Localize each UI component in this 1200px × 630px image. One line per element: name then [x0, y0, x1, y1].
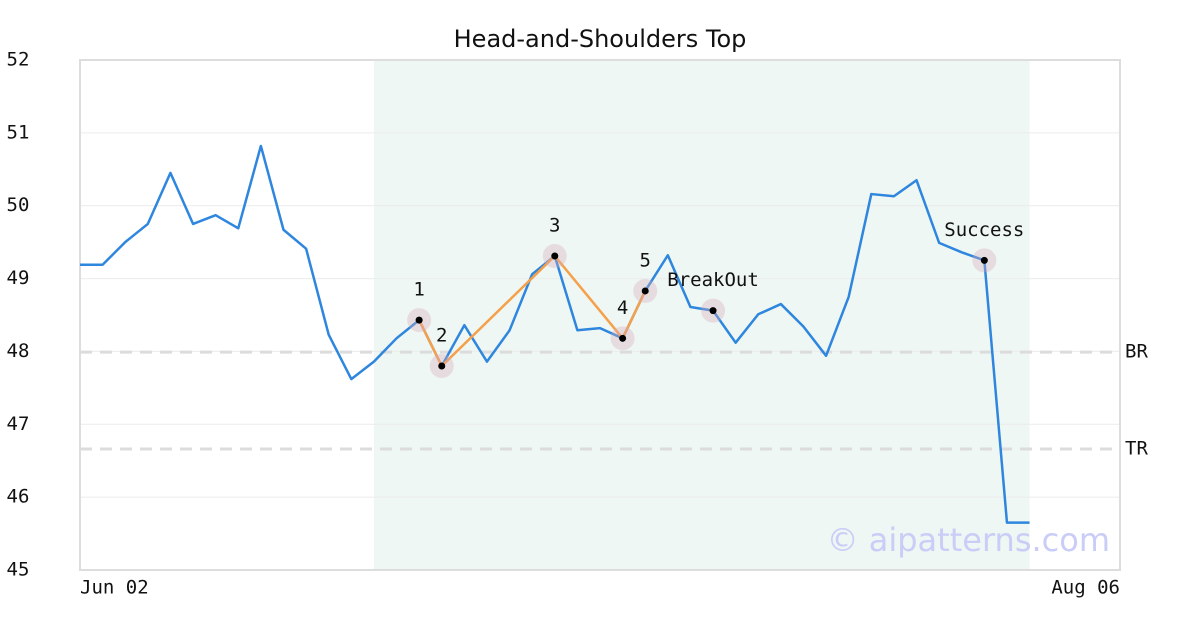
point-label: 5 [639, 249, 650, 271]
point-dot [709, 307, 717, 315]
plot-border [79, 59, 1121, 571]
y-tick-label: 51 [7, 121, 30, 143]
point-label: Success [944, 219, 1024, 241]
x-tick-label: Jun 02 [80, 577, 149, 599]
y-tick-label: 48 [7, 340, 30, 362]
y-tick-label: 46 [7, 486, 30, 508]
y-tick-label: 47 [7, 413, 30, 435]
point-dot [551, 252, 559, 260]
reference-label: BR [1125, 341, 1148, 363]
point-label: 3 [549, 214, 560, 236]
point-dot [438, 362, 446, 370]
point-dot [980, 256, 988, 264]
watermark: © aipatterns.com [827, 521, 1110, 559]
y-tick-label: 50 [7, 194, 30, 216]
y-tick-label: 49 [7, 267, 30, 289]
point-label: BreakOut [667, 269, 759, 291]
x-tick-label: Aug 06 [1051, 577, 1120, 599]
chart-title: Head-and-Shoulders Top [454, 25, 747, 53]
y-tick-label: 45 [7, 559, 30, 581]
point-dot [415, 316, 423, 324]
point-label: 4 [617, 297, 628, 319]
reference-label: TR [1125, 438, 1148, 460]
point-dot [641, 287, 649, 295]
point-label: 2 [436, 325, 447, 347]
point-label: 1 [413, 279, 424, 301]
highlight-region [373, 60, 1030, 570]
y-tick-label: 52 [7, 49, 30, 71]
point-dot [619, 334, 627, 342]
